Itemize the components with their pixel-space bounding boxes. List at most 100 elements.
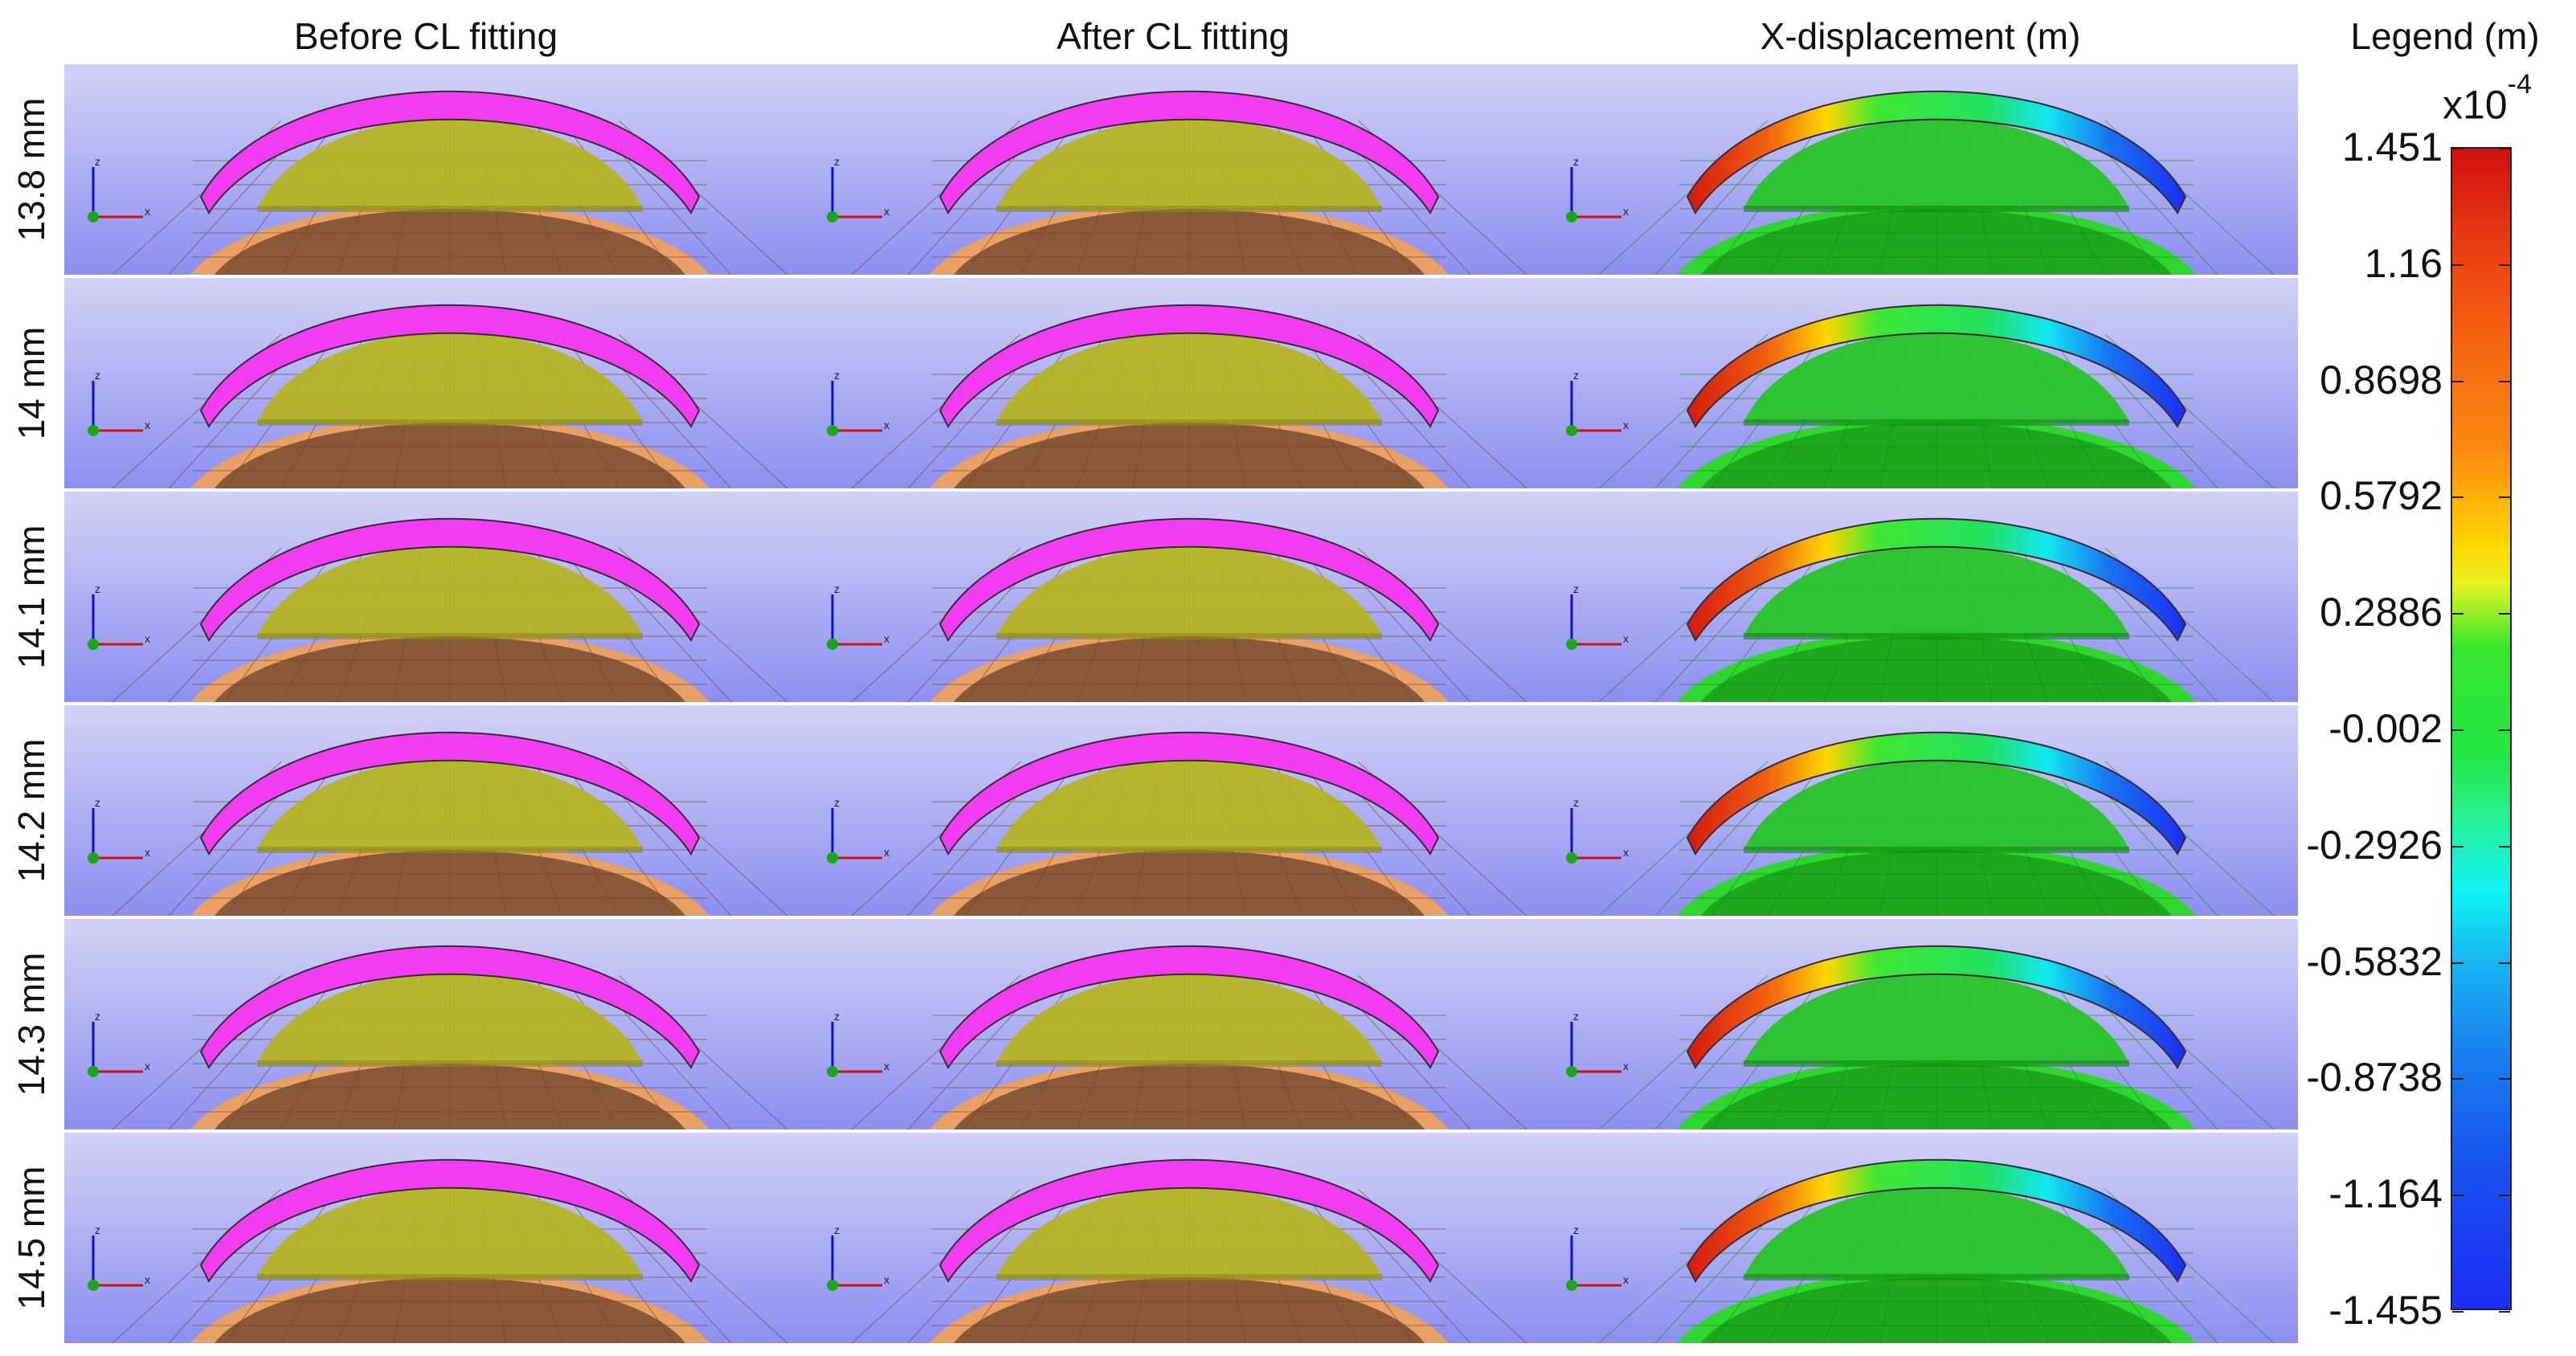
simulation-render: zx bbox=[64, 492, 803, 702]
contact-lens-shape bbox=[938, 90, 1440, 215]
colorbar-tick bbox=[2452, 1311, 2464, 1313]
limbus-line bbox=[1744, 206, 2129, 212]
limbus-line bbox=[257, 1060, 643, 1067]
cornea-shape bbox=[257, 1186, 643, 1277]
simulation-render: zx bbox=[803, 64, 1543, 275]
cornea-shape bbox=[996, 759, 1382, 850]
simulation-render: zx bbox=[1543, 64, 2298, 275]
limbus-line bbox=[996, 1060, 1382, 1067]
simulation-render: zx bbox=[803, 492, 1543, 702]
axis-x-label: x bbox=[1623, 419, 1629, 431]
axis-triad: zx bbox=[827, 155, 889, 223]
axis-origin-marker bbox=[827, 211, 838, 223]
axis-z-label: z bbox=[834, 369, 840, 382]
simulation-render: zx bbox=[803, 1133, 1543, 1343]
axis-x-label: x bbox=[1623, 205, 1629, 218]
contact-lens-shape bbox=[1686, 945, 2187, 1070]
axis-origin-marker bbox=[1566, 211, 1577, 223]
colorbar-tick bbox=[2452, 729, 2464, 731]
colorbar-tick bbox=[2499, 962, 2510, 964]
limbus-line bbox=[257, 847, 643, 853]
cornea-shape bbox=[1744, 973, 2129, 1064]
axis-x-label: x bbox=[1623, 1273, 1629, 1286]
axis-origin-marker bbox=[827, 1066, 838, 1077]
cornea-shape bbox=[996, 118, 1382, 209]
axis-triad: zx bbox=[827, 1223, 889, 1291]
contact-lens-shape bbox=[938, 731, 1440, 856]
axis-origin-marker bbox=[1566, 425, 1577, 436]
axis-x-label: x bbox=[1623, 1060, 1629, 1072]
row-label-text: 14.2 mm bbox=[10, 738, 52, 883]
contact-lens-shape bbox=[938, 1158, 1440, 1284]
axis-z-label: z bbox=[95, 796, 100, 809]
colorbar-tick-label: -0.2926 bbox=[2306, 822, 2443, 868]
limbus-line bbox=[1744, 1274, 2129, 1280]
axis-z-label: z bbox=[834, 1010, 840, 1023]
axis-origin-marker bbox=[88, 1066, 99, 1077]
limbus-line bbox=[996, 847, 1382, 853]
axis-origin-marker bbox=[88, 852, 99, 864]
simulation-render: zx bbox=[64, 919, 803, 1129]
axis-z-label: z bbox=[95, 369, 100, 382]
axis-z-label: z bbox=[1573, 155, 1579, 168]
colorbar-tick bbox=[2499, 613, 2510, 615]
axis-origin-marker bbox=[827, 425, 838, 436]
axis-origin-marker bbox=[88, 639, 99, 650]
contact-lens-shape bbox=[1686, 90, 2187, 215]
cornea-shape bbox=[1744, 118, 2129, 209]
colorbar-tick bbox=[2499, 1078, 2510, 1080]
axis-triad: zx bbox=[88, 1010, 150, 1077]
axis-z-label: z bbox=[1573, 796, 1579, 809]
cornea-shape bbox=[1744, 1186, 2129, 1277]
colorbar-tick bbox=[2499, 1195, 2510, 1196]
axis-triad: zx bbox=[88, 1223, 150, 1291]
colorbar-tick bbox=[2499, 263, 2510, 266]
axis-triad: zx bbox=[827, 1010, 889, 1077]
axis-triad: zx bbox=[1566, 155, 1629, 223]
limbus-line bbox=[257, 206, 643, 212]
axis-triad: zx bbox=[827, 369, 889, 436]
row-label: 14.3 mm bbox=[0, 919, 63, 1129]
limbus-line bbox=[257, 633, 643, 639]
cornea-shape bbox=[257, 545, 643, 636]
colorbar-tick-label: 1.16 bbox=[2364, 240, 2443, 286]
simulation-render: zx bbox=[803, 278, 1543, 488]
axis-z-label: z bbox=[1573, 582, 1579, 595]
axis-origin-marker bbox=[1566, 852, 1577, 864]
axis-origin-marker bbox=[1566, 1280, 1577, 1291]
axis-x-label: x bbox=[884, 846, 889, 859]
axis-z-label: z bbox=[834, 1223, 840, 1236]
column-header-displacement: X-displacement (m) bbox=[1760, 15, 2081, 57]
axis-z-label: z bbox=[95, 155, 100, 168]
axis-x-label: x bbox=[1623, 632, 1629, 645]
contact-lens-shape bbox=[199, 731, 701, 856]
simulation-render: zx bbox=[64, 64, 803, 275]
limbus-line bbox=[257, 419, 643, 426]
axis-origin-marker bbox=[1566, 639, 1577, 650]
colorbar-tick bbox=[2452, 263, 2464, 266]
colorbar-tick bbox=[2499, 1311, 2510, 1313]
contact-lens-shape bbox=[1686, 731, 2187, 856]
axis-triad: zx bbox=[1566, 1010, 1629, 1077]
axis-origin-marker bbox=[827, 639, 838, 650]
contact-lens-shape bbox=[199, 304, 701, 429]
contact-lens-shape bbox=[938, 945, 1440, 1070]
limbus-line bbox=[257, 1274, 643, 1280]
cornea-shape bbox=[257, 332, 643, 423]
axis-origin-marker bbox=[1566, 1066, 1577, 1077]
colorbar-tick-label: 0.2886 bbox=[2320, 590, 2443, 635]
simulation-render: zx bbox=[64, 1133, 803, 1343]
simulation-render: zx bbox=[1543, 278, 2298, 488]
row-label-text: 14.1 mm bbox=[10, 525, 52, 669]
